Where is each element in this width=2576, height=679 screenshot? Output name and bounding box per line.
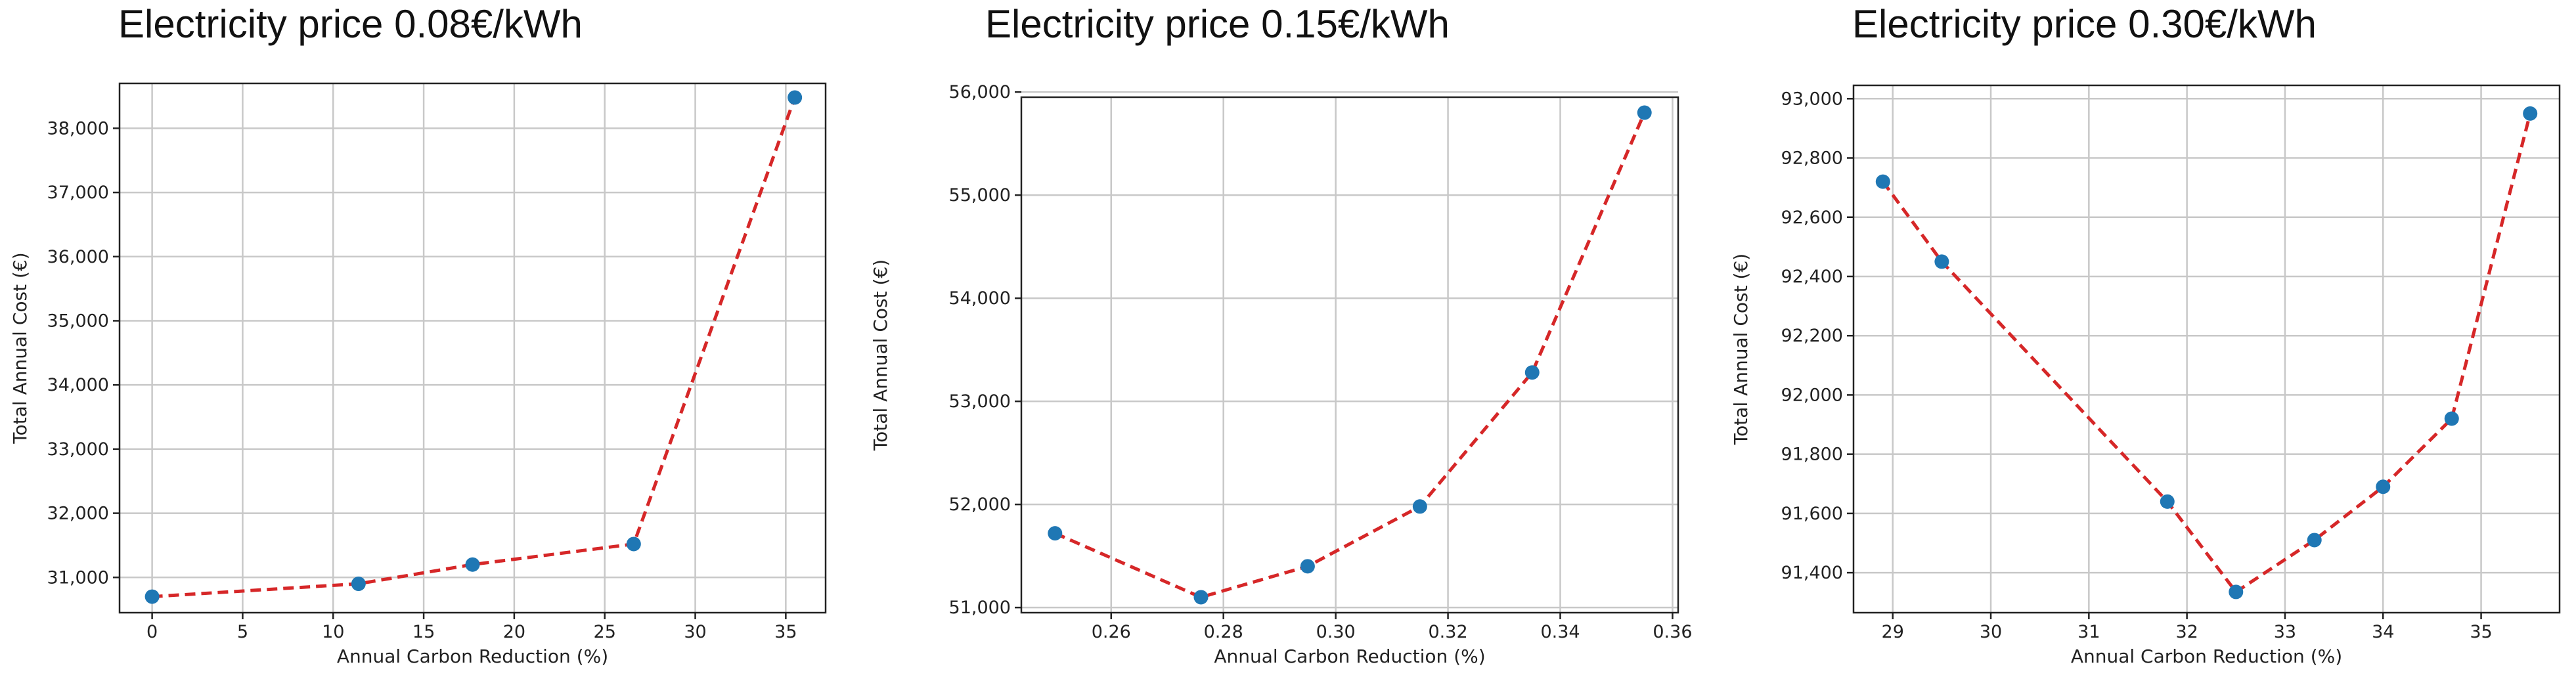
data-point [1300,559,1315,574]
x-axis-label: Annual Carbon Reduction (%) [2071,646,2342,667]
x-axis-label: Annual Carbon Reduction (%) [1214,646,1485,667]
x-tick-label: 0.30 [1316,622,1356,642]
series-line [152,97,797,599]
y-tick-label: 52,000 [949,494,1011,515]
data-point [1524,365,1540,380]
y-tick-label: 93,000 [1781,89,1843,109]
y-tick-label: 38,000 [47,118,109,139]
y-tick-label: 36,000 [47,247,109,267]
plot-frame [1020,96,1679,614]
y-axis-label: Total Annual Cost (€) [870,259,891,451]
chart-plot: 29 30 31 32 33 34 35 91,400 91,600 91,800 92,000 92… [1730,84,2561,667]
chart-panel-0.08: Electricity price 0.08€/kWh 0 5 10 15 20 25 30… [0,0,860,679]
x-tick-label: 10 [322,622,344,642]
data-point [626,537,641,552]
data-point [1412,499,1427,514]
chart-panel-0.15: Electricity price 0.15€/kWh 0.26 0.28 0.30… [860,0,1721,679]
y-tick-label: 92,200 [1781,326,1843,346]
x-tick-label: 15 [412,622,435,642]
data-point [351,577,366,592]
data-point [1875,174,1890,189]
series-line [1054,112,1646,600]
chart-title: Electricity price 0.15€/kWh [985,2,1450,46]
x-tick-label: 34 [2372,622,2394,642]
data-point [1193,590,1209,605]
y-tick-label: 92,800 [1781,148,1843,169]
y-tick-label: 51,000 [949,598,1011,618]
x-tick-label: 0.32 [1429,622,1468,642]
data-point [2523,106,2538,121]
x-tick-label: 31 [2077,622,2100,642]
data-point [144,589,160,604]
chart-title: Electricity price 0.08€/kWh [118,2,583,46]
data-point [1048,526,1063,541]
y-tick-label: 34,000 [47,375,109,395]
x-tick-label: 30 [684,622,706,642]
x-tick-label: 35 [774,622,797,642]
x-tick-label: 25 [594,622,616,642]
plot-frame [118,82,827,614]
data-point [788,90,803,105]
y-tick-label: 37,000 [47,183,109,203]
x-tick-label: 35 [2470,622,2492,642]
data-point [1934,254,1949,269]
y-tick-label: 33,000 [47,439,109,460]
x-tick-label: 0.34 [1540,622,1580,642]
y-tick-label: 92,000 [1781,385,1843,405]
y-tick-label: 92,600 [1781,208,1843,228]
y-tick-label: 31,000 [47,567,109,588]
y-tick-label: 55,000 [949,185,1011,206]
x-tick-label: 33 [2274,622,2296,642]
chart-plot: 0 5 10 15 20 25 30 35 31,000 32,000 33,000 34,000 35… [9,82,827,667]
data-point [465,557,480,572]
x-tick-label: 0.36 [1653,622,1692,642]
x-tick-label: 30 [1980,622,2002,642]
y-tick-label: 91,400 [1781,563,1843,583]
data-point [2307,533,2322,548]
y-tick-label: 32,000 [47,504,109,524]
x-tick-label: 0.28 [1204,622,1243,642]
y-tick-label: 91,800 [1781,445,1843,465]
y-tick-label: 54,000 [949,288,1011,309]
x-tick-label: 0 [146,622,158,642]
y-tick-label: 53,000 [949,391,1011,412]
chart-panel-0.30: Electricity price 0.30€/kWh 29 30 31 32 33 34… [1721,0,2576,679]
y-tick-label: 91,600 [1781,504,1843,524]
y-axis-label: Total Annual Cost (€) [9,252,31,444]
x-tick-label: 20 [503,622,525,642]
chart-title: Electricity price 0.30€/kWh [1852,2,2317,46]
data-point [2160,494,2175,509]
y-tick-label: 56,000 [949,82,1011,102]
y-axis-label: Total Annual Cost (€) [1730,253,1752,445]
x-axis-label: Annual Carbon Reduction (%) [337,646,608,667]
y-tick-label: 92,400 [1781,267,1843,287]
data-point [1637,105,1652,120]
x-tick-label: 32 [2175,622,2198,642]
x-tick-label: 0.26 [1092,622,1131,642]
data-point [2376,479,2391,494]
y-tick-label: 35,000 [47,311,109,331]
data-point [2444,411,2459,426]
x-tick-label: 5 [237,622,248,642]
chart-plot: 0.26 0.28 0.30 0.32 0.34 0.36 51,000 52,000 53,0… [870,82,1693,667]
data-point [2229,584,2244,600]
series-line [1881,113,2532,594]
plot-frame [1852,84,2561,614]
x-tick-label: 29 [1882,622,1904,642]
